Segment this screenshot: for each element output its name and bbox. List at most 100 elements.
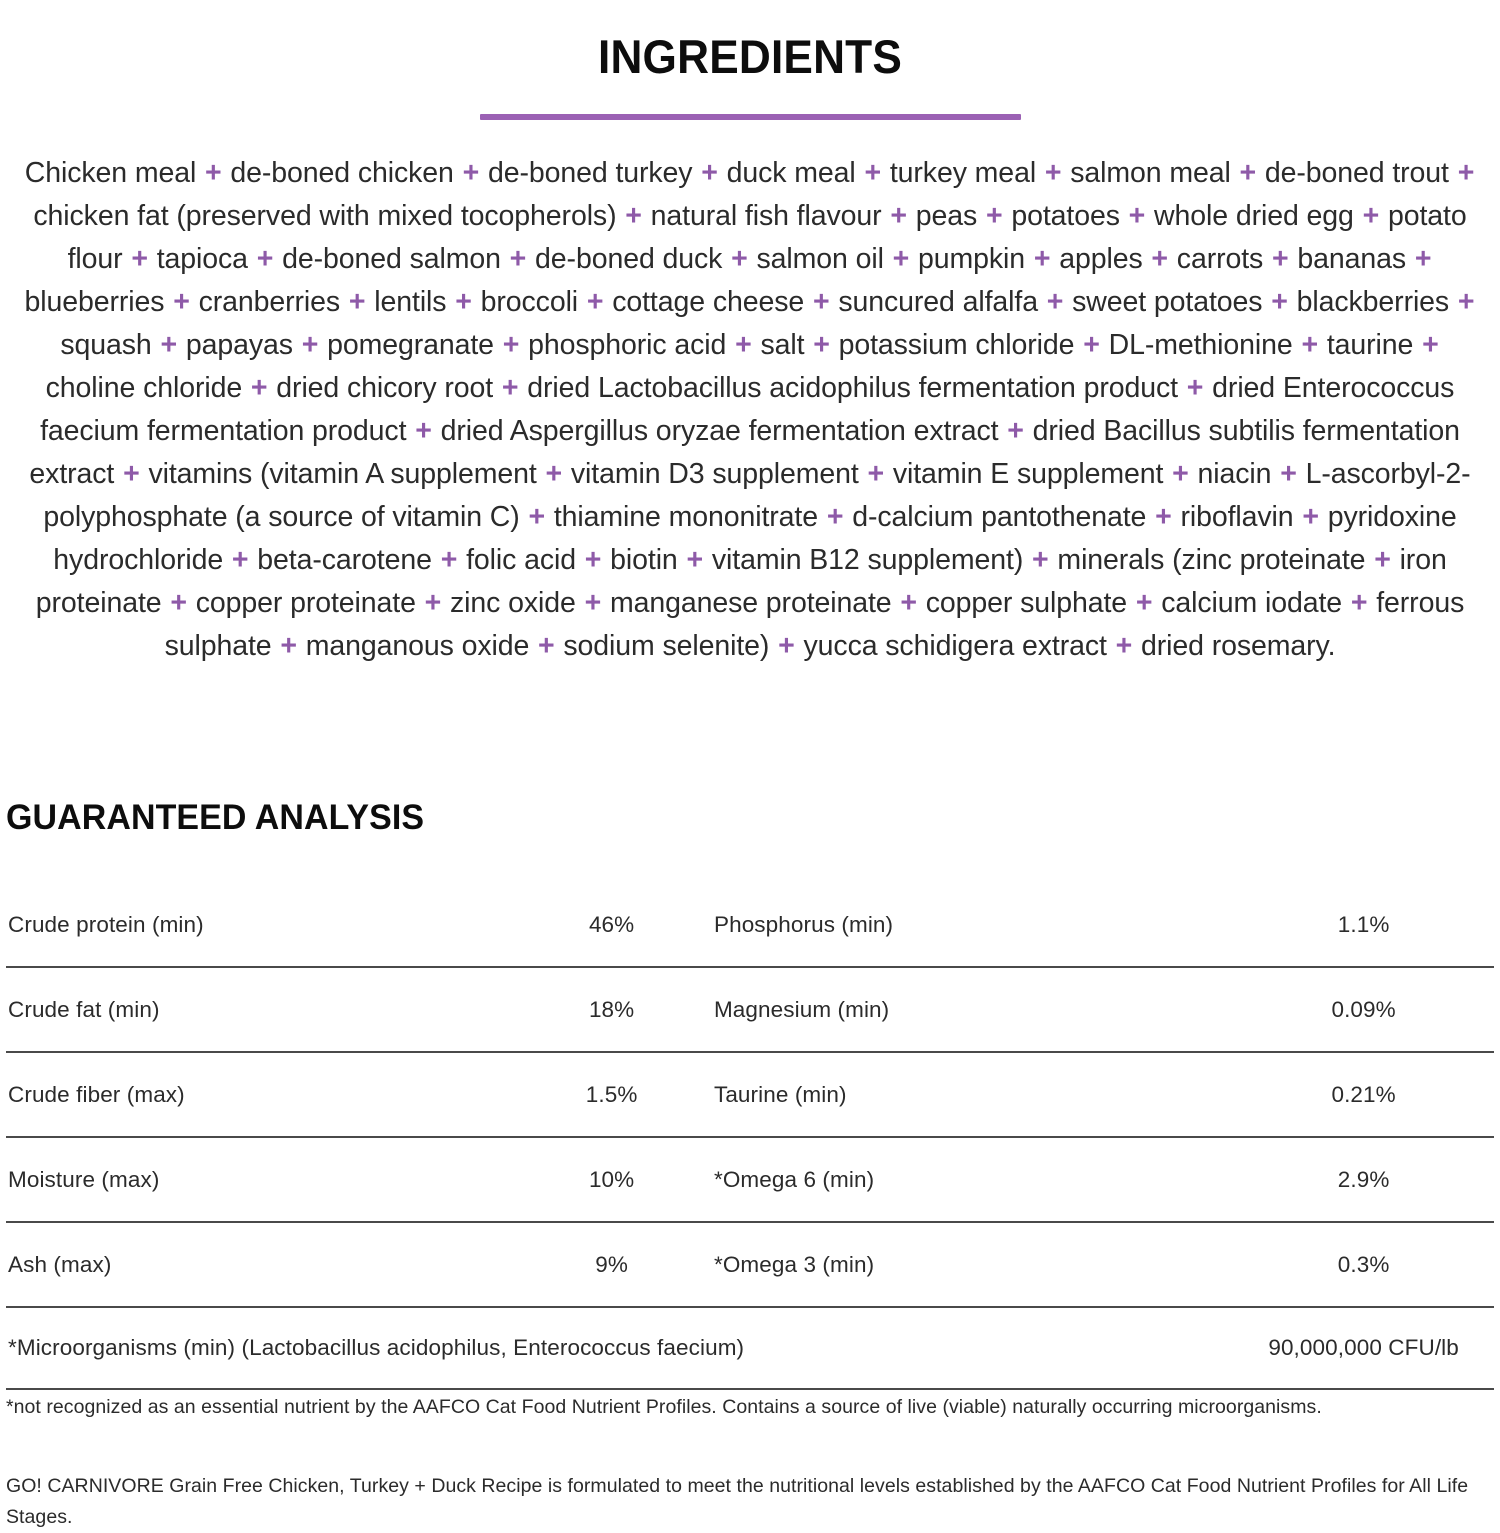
ingredient-item: de-boned duck [535,243,723,276]
plus-separator-icon: + [1293,329,1326,362]
plus-separator-icon: + [152,329,185,362]
plus-separator-icon: + [805,329,838,362]
plus-separator-icon: + [224,544,257,577]
plus-separator-icon: + [859,458,892,491]
nutrient-value-left: 9% [509,1221,714,1308]
plus-separator-icon: + [1038,286,1072,319]
ingredient-item: apples [1059,243,1143,276]
plus-separator-icon: + [1343,587,1376,620]
plus-separator-icon: + [892,587,925,620]
table-row: Moisture (max) 10% *Omega 6 (min) 2.9% [6,1136,1494,1223]
page-title: INGREDIENTS [597,30,903,84]
ingredient-item: turkey meal [889,157,1037,190]
plus-separator-icon: + [1164,458,1197,491]
ingredient-item: natural fish flavour [650,200,882,233]
plus-separator-icon: + [248,243,282,276]
ingredient-item: dried Aspergillus oryzae fermentation ex… [440,415,999,448]
ingredient-item: thiamine mononitrate [553,501,819,534]
ingredient-item: duck meal [726,157,856,190]
ingredient-item: de-boned salmon [282,243,501,276]
ingredient-item: blueberries [24,286,165,319]
plus-separator-icon: + [432,544,466,577]
plus-separator-icon: + [165,286,198,319]
asterisk-footnote: *not recognized as an essential nutrient… [6,1396,1322,1419]
plus-separator-icon: + [819,501,852,534]
nutrient-value-left: 10% [509,1136,714,1223]
ingredient-item: sodium selenite) [563,630,770,663]
plus-separator-icon: + [770,630,803,663]
ingredient-item: dried Enterococcus faecium fermentation … [40,372,1455,448]
ingredient-item: de-boned turkey [487,157,693,190]
ingredient-item: d-calcium pantothenate [852,501,1147,534]
nutrient-label-right: Phosphorus (min) [713,911,894,937]
ingredient-item: cottage cheese [612,286,805,319]
ingredient-item: yucca schidigera extract [803,630,1107,663]
guaranteed-analysis-heading: GUARANTEED ANALYSIS [6,798,425,838]
ingredient-item: iron proteinate [35,544,1447,620]
ingredient-item: copper proteinate [195,587,416,620]
plus-separator-icon: + [1449,157,1475,190]
plus-separator-icon: + [520,501,553,534]
ingredient-item: biotin [610,544,678,577]
ingredient-item: pumpkin [918,243,1026,276]
ingredient-item: minerals (zinc proteinate [1057,544,1366,577]
nutrient-value-left: 1.5% [509,1051,714,1138]
ingredient-item: carrots [1176,243,1264,276]
ingredient-item: dried chicory root [276,372,494,405]
plus-separator-icon: + [1143,243,1176,276]
plus-separator-icon: + [1414,329,1439,362]
ingredient-item: sweet potatoes [1072,286,1263,319]
ingredient-item: beta-carotene [257,544,432,577]
nutrient-value-right: 0.09% [1233,966,1494,1053]
ingredient-item: DL-methionine [1108,329,1293,362]
ingredient-item: broccoli [480,286,579,319]
plus-separator-icon: + [341,286,374,319]
ingredient-item: papayas [185,329,293,362]
microorganisms-label: *Microorganisms (min) (Lactobacillus aci… [6,1306,1234,1391]
ingredient-item: dried rosemary [1141,630,1328,663]
plus-separator-icon: + [447,286,480,319]
ingredient-item: potatoes [1011,200,1120,233]
plus-separator-icon: + [1366,544,1399,577]
ingredient-item: blackberries [1296,286,1450,319]
plus-separator-icon: + [576,544,610,577]
table-row: Crude protein (min) 46% Phosphorus (min) 1.… [6,883,1494,967]
plus-separator-icon: + [884,243,917,276]
ingredients-terminator: . [1327,630,1336,663]
plus-separator-icon: + [1178,372,1212,405]
nutrient-label-left: Ash (max) [6,1221,510,1308]
microorganisms-row: *Microorganisms (min) (Lactobacillus aci… [6,1306,1494,1391]
plus-separator-icon: + [1294,501,1327,534]
plus-separator-icon: + [1272,458,1305,491]
plus-separator-icon: + [882,200,915,233]
plus-separator-icon: + [1128,587,1161,620]
nutrient-label-right: Taurine (min) [713,1051,1234,1138]
plus-separator-icon: + [501,243,535,276]
ingredient-item: calcium iodate [1161,587,1343,620]
plus-separator-icon: + [723,243,756,276]
ingredient-item: pomegranate [327,329,494,362]
table-row: Ash (max) 9% *Omega 3 (min) 0.3% [6,1221,1494,1308]
plus-separator-icon: + [293,329,327,362]
ingredient-item: taurine [1326,329,1414,362]
ingredients-label-page: INGREDIENTS Chicken meal + de-boned chic… [0,30,1500,1528]
plus-separator-icon: + [1120,200,1154,233]
nutrient-value-right: 0.21% [1233,1051,1494,1138]
ingredient-item: suncured alfalfa [838,286,1038,319]
plus-separator-icon: + [1354,200,1387,233]
plus-separator-icon: + [1075,329,1108,362]
table-row: Crude fiber (max) 1.5% Taurine (min) 0.21% [6,1051,1494,1138]
nutrient-label-right: *Omega 3 (min) [713,1221,1234,1308]
ingredient-item: de-boned chicken [230,157,454,190]
plus-separator-icon: + [999,415,1032,448]
nutrient-value-left: 18% [509,966,714,1053]
ingredient-item: copper sulphate [925,587,1128,620]
plus-separator-icon: + [123,243,156,276]
guaranteed-analysis-table: Crude protein (min) 46% Phosphorus (min) 1.… [6,883,1494,1391]
ingredient-item: de-boned trout [1264,157,1449,190]
ingredient-item: vitamin E supplement [892,458,1164,491]
plus-separator-icon: + [1024,544,1057,577]
ingredient-item: vitamins (vitamin A supplement [148,458,537,491]
ingredient-item: phosphoric acid [528,329,727,362]
ingredient-item: salmon oil [756,243,884,276]
